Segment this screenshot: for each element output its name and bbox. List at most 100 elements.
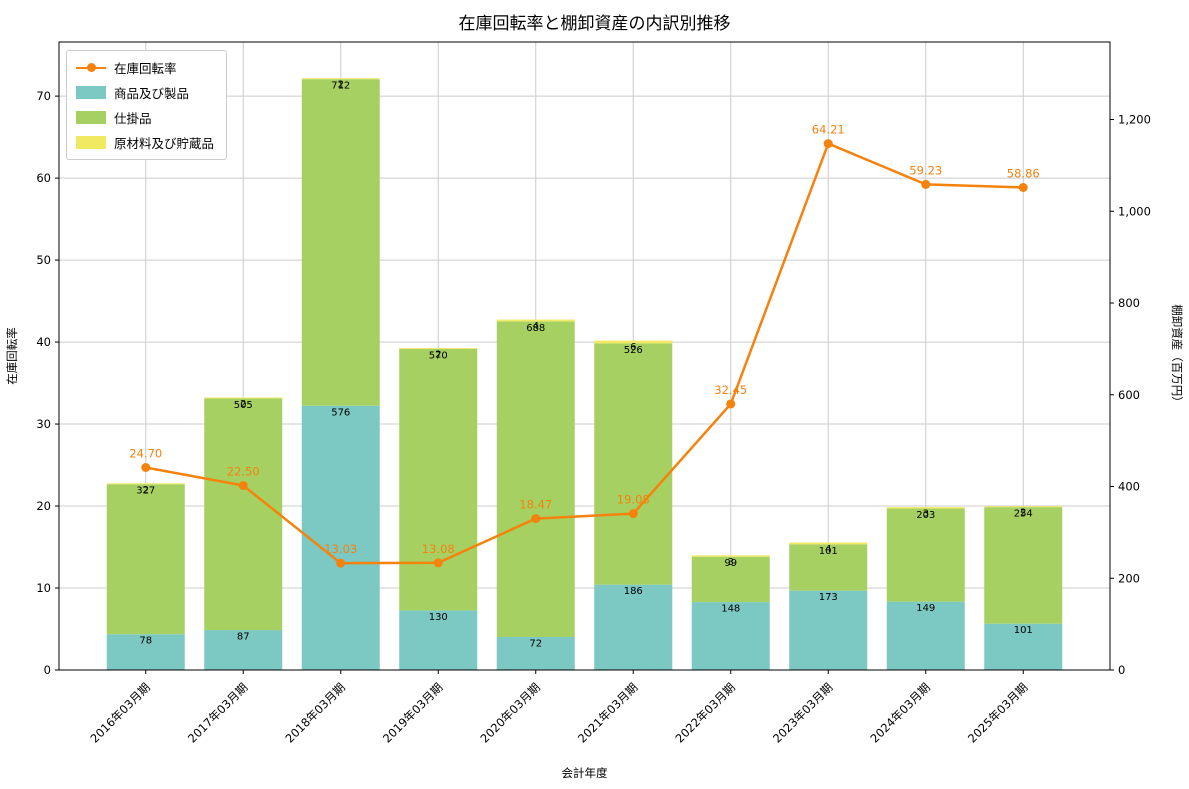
plot-border	[58, 41, 1111, 671]
x-tick-label: 2023年03月期	[770, 680, 835, 745]
x-tick-label: 2016年03月期	[88, 680, 153, 745]
line-marker	[1018, 182, 1028, 192]
right-axis-title: 棚卸資産（百万円）	[1170, 304, 1184, 408]
bar-value-label: 6	[630, 342, 636, 353]
bar-value-label: 4	[533, 321, 539, 332]
bar-value-label: 2	[338, 80, 344, 91]
bar-value-label: 203	[916, 510, 935, 521]
x-tick-label: 2017年03月期	[185, 680, 250, 745]
y-tick-label-left: 70	[36, 89, 51, 103]
legend-item: 仕掛品	[76, 108, 214, 127]
bar-value-label: 101	[819, 546, 838, 557]
bar-value-label: 2	[1020, 508, 1026, 519]
legend-item-label: 原材料及び貯蔵品	[114, 136, 215, 151]
x-tick-label: 2024年03月期	[868, 680, 933, 745]
y-tick-label-left: 40	[36, 335, 51, 349]
bar-value-label: 101	[1014, 625, 1033, 636]
y-tick-label-right: 1,200	[1118, 113, 1151, 127]
y-tick-label-left: 50	[36, 253, 51, 267]
bar-value-label: 327	[136, 486, 155, 497]
line-series: 24.70 22.50 13.03 13.08 18.47 19.08 32.45 64.21…	[129, 123, 1040, 568]
y-tick-label-right: 1,000	[1118, 204, 1151, 218]
bar-segment	[789, 544, 868, 591]
x-tick-label: 2018年03月期	[283, 680, 348, 745]
bar-value-label: 2	[435, 349, 441, 360]
bar-segment	[886, 507, 965, 509]
x-tick-label: 2022年03月期	[673, 680, 738, 745]
y-tick-label-left: 20	[36, 499, 51, 513]
bar-segment	[204, 630, 283, 670]
bar-segment	[594, 343, 673, 585]
y-tick-label-left: 60	[36, 171, 51, 185]
bar-value-label: 526	[624, 345, 643, 356]
bar-segment	[106, 484, 185, 635]
bar-segment	[399, 347, 478, 349]
bar-segment	[594, 584, 673, 670]
legend-item-label: 商品及び製品	[114, 86, 190, 101]
line-marker	[336, 558, 346, 568]
line-marker	[141, 462, 151, 472]
line-marker	[238, 481, 248, 491]
line-value-label: 13.08	[422, 542, 455, 556]
bar-value-label: 4	[825, 544, 831, 555]
chart-title: 在庫回転率と棚卸資産の内訳別推移	[458, 14, 731, 34]
legend-item: 商品及び製品	[76, 83, 214, 102]
bar-segment	[496, 636, 575, 670]
bar-value-label: 130	[429, 612, 448, 623]
x-tick-label: 2025年03月期	[965, 680, 1030, 745]
bar-value-label: 148	[721, 604, 740, 615]
bar-value-label: 3	[728, 557, 734, 568]
line-marker	[433, 558, 443, 568]
bar-segment	[789, 590, 868, 670]
line-value-label: 18.47	[519, 498, 552, 512]
line-value-label: 59.23	[909, 163, 942, 177]
bar-segment	[496, 321, 575, 637]
bar-segment	[984, 507, 1063, 624]
bar-value-label: 712	[331, 81, 350, 92]
line-marker	[726, 399, 736, 409]
bar-value-label: 78	[139, 636, 152, 647]
turnover-line	[145, 142, 1024, 565]
line-value-label: 19.08	[617, 493, 650, 507]
line-value-label: 13.03	[324, 542, 357, 556]
bar-segment	[691, 555, 770, 557]
bar-value-label: 570	[429, 350, 448, 361]
line-marker	[531, 514, 541, 524]
bar-value-label: 688	[526, 323, 545, 334]
legend-color-patch	[76, 86, 106, 99]
bar-segment	[301, 405, 380, 670]
legend-item: 在庫回転率	[76, 58, 214, 77]
line-value-label: 24.70	[129, 446, 162, 460]
bar-value-label: 2	[240, 399, 246, 410]
legend-item-label: 仕掛品	[114, 111, 152, 126]
bar-segment	[301, 79, 380, 406]
bar-segment	[204, 397, 283, 399]
bar-value-label: 173	[819, 592, 838, 603]
bar-value-labels: 78 87 576 130 72 186 148 173 149 101 327 505 712 570 6…	[136, 80, 1033, 650]
line-marker	[921, 179, 931, 189]
bar-segment	[984, 623, 1063, 670]
legend-line-sample	[76, 63, 106, 72]
line-value-label: 64.21	[812, 123, 845, 137]
bar-value-label: 576	[331, 407, 350, 418]
bar-value-label: 72	[529, 638, 542, 649]
bar-segment	[594, 340, 673, 344]
y-tick-label-left: 0	[44, 663, 51, 677]
bar-segment	[399, 610, 478, 670]
legend-color-patch	[76, 136, 106, 149]
bar-segment	[204, 398, 283, 631]
legend-marker-dot	[86, 63, 96, 72]
bar-segment	[496, 319, 575, 322]
x-tick-label: 2020年03月期	[478, 680, 543, 745]
y-tick-label-right: 800	[1118, 296, 1140, 310]
bar-segment	[106, 483, 185, 485]
y-tick-label-right: 400	[1118, 480, 1140, 494]
legend-color-patch	[76, 111, 106, 124]
y-tick-label-right: 0	[1118, 663, 1125, 677]
bar-value-label: 99	[724, 558, 737, 569]
bar-segment	[691, 556, 770, 603]
bar-segment	[789, 542, 868, 545]
x-axis-title: 会計年度	[562, 766, 608, 780]
